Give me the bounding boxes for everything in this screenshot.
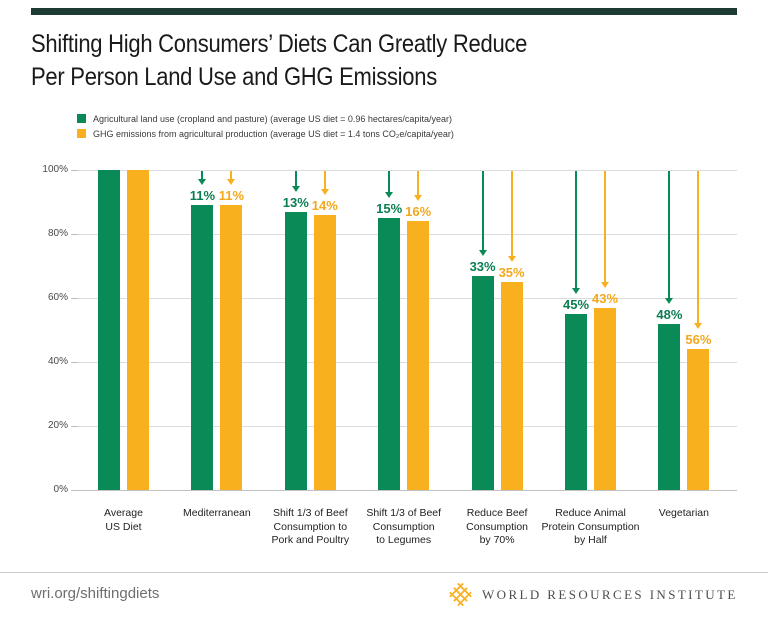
- bar-ghg: [687, 349, 710, 490]
- legend-item-land-use: Agricultural land use (cropland and past…: [77, 111, 454, 126]
- reduction-arrow-head: [291, 185, 300, 192]
- reduction-arrow: [575, 171, 577, 288]
- reduction-arrow: [668, 171, 671, 298]
- gridline: [78, 170, 737, 171]
- title-line2: Per Person Land Use and GHG Emissions: [31, 63, 437, 91]
- bar-ghg: [127, 170, 149, 490]
- legend-label: Agricultural land use (cropland and past…: [93, 113, 452, 124]
- gridline: [78, 490, 737, 491]
- reduction-arrow: [510, 171, 513, 256]
- title-line1: Shifting High Consumers’ Diets Can Great…: [31, 30, 528, 58]
- logo-text: WORLD RESOURCES INSTITUTE: [482, 586, 738, 602]
- wri-logo: WORLD RESOURCES INSTITUTE: [448, 580, 738, 609]
- axis-tick: [71, 170, 78, 171]
- axis-tick: [71, 426, 78, 427]
- axis-tick: [71, 490, 78, 491]
- chart-legend: Agricultural land use (cropland and past…: [77, 111, 454, 141]
- reduction-label: 14%: [311, 197, 338, 213]
- reduction-label: 16%: [405, 204, 432, 220]
- reduction-arrow-head: [572, 288, 580, 294]
- legend-swatch-yellow: [77, 129, 86, 138]
- axis-tick: [71, 298, 78, 299]
- reduction-arrow-head: [665, 297, 674, 304]
- y-axis-label: 40%: [47, 356, 68, 367]
- x-axis-label: Shift 1/3 of Beef Consumption to Legumes: [366, 507, 442, 546]
- reduction-label: 11%: [218, 188, 245, 204]
- wri-logo-icon: [448, 580, 473, 609]
- y-axis-label: 60%: [47, 292, 68, 303]
- bar-land-use: [98, 170, 120, 490]
- y-axis-label: 20%: [47, 420, 68, 431]
- reduction-arrow: [230, 171, 233, 180]
- top-accent-bar: [31, 8, 737, 15]
- reduction-arrow: [323, 171, 326, 189]
- reduction-arrow-head: [227, 179, 236, 186]
- reduction-arrow-head: [601, 281, 609, 288]
- reduction-label: 43%: [591, 290, 619, 306]
- bar-land-use: [191, 205, 214, 490]
- reduction-label: 13%: [282, 194, 309, 210]
- reduction-label: 11%: [189, 188, 216, 204]
- legend-swatch-green: [77, 114, 86, 123]
- reduction-arrow: [481, 171, 484, 250]
- page-title: Shifting High Consumers’ Diets Can Great…: [31, 28, 527, 94]
- axis-tick: [71, 362, 78, 363]
- reduction-arrow: [697, 171, 700, 324]
- x-axis-label: Vegetarian: [658, 507, 709, 519]
- reduction-arrow-head: [694, 323, 703, 330]
- bar-land-use: [378, 218, 401, 490]
- x-axis-label: Reduce Beef Consumption by 70%: [466, 507, 529, 546]
- reduction-arrow-head: [507, 256, 516, 262]
- bar-ghg: [407, 221, 430, 490]
- bar-land-use: [565, 314, 587, 490]
- axis-tick: [71, 234, 78, 235]
- x-axis-label: Reduce Animal Protein Consumption by Hal…: [541, 507, 640, 546]
- reduction-arrow: [201, 171, 204, 180]
- legend-label: GHG emissions from agricultural producti…: [93, 128, 454, 139]
- reduction-arrow-head: [414, 195, 423, 202]
- footer-divider: [0, 572, 768, 573]
- reduction-arrow: [604, 171, 606, 282]
- reduction-arrow: [388, 171, 391, 192]
- bar-ghg: [313, 214, 336, 490]
- y-axis-label: 80%: [47, 228, 68, 239]
- bar-land-use: [471, 275, 494, 490]
- bar-ghg: [500, 282, 523, 490]
- footer-link[interactable]: wri.org/shiftingdiets: [31, 585, 160, 602]
- reduction-arrow: [417, 171, 420, 196]
- reduction-arrow-head: [385, 192, 394, 198]
- reduction-label: 45%: [562, 297, 590, 312]
- reduction-label: 48%: [656, 306, 683, 322]
- reduction-label: 33%: [469, 258, 496, 274]
- bar-land-use: [658, 323, 681, 490]
- y-axis-label: 0%: [53, 484, 68, 495]
- reduction-label: 15%: [376, 201, 403, 216]
- reduction-label: 35%: [498, 265, 525, 280]
- reduction-arrow-head: [320, 188, 329, 195]
- bar-land-use: [284, 211, 307, 490]
- x-axis-label: Average US Diet: [104, 507, 143, 533]
- bar-ghg: [594, 307, 616, 490]
- reduction-arrow: [294, 171, 297, 186]
- bar-ghg: [220, 205, 243, 490]
- reduction-arrow-head: [478, 249, 487, 256]
- reduction-arrow-head: [198, 179, 207, 186]
- x-axis-label: Shift 1/3 of Beef Consumption to Pork an…: [271, 507, 350, 546]
- x-axis-label: Mediterranean: [183, 507, 251, 519]
- y-axis-label: 100%: [42, 164, 68, 175]
- reduction-label: 56%: [685, 332, 712, 348]
- legend-item-ghg: GHG emissions from agricultural producti…: [77, 126, 454, 141]
